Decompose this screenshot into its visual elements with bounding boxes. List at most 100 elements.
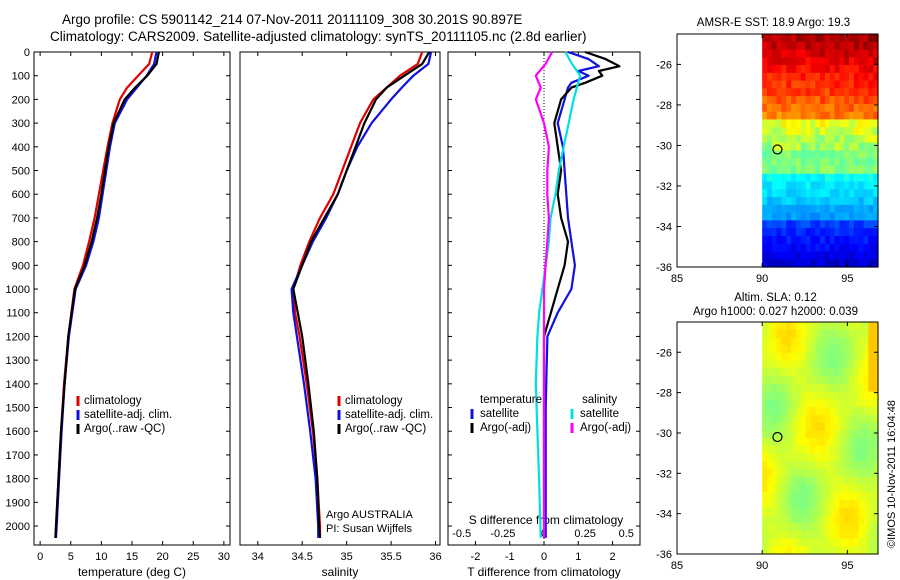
sst-cell <box>800 220 807 229</box>
sst-cell <box>839 197 845 206</box>
sst-cell <box>853 243 860 253</box>
sst-cell <box>858 235 865 245</box>
sst-cell <box>834 189 840 198</box>
sla-cell <box>849 445 855 455</box>
sla-cell <box>762 352 768 362</box>
sst-cell <box>815 251 821 260</box>
sst-cell <box>762 127 768 136</box>
sla-cell <box>853 368 860 377</box>
sst-cell <box>805 166 812 175</box>
sst-cell <box>839 111 845 121</box>
series-line <box>292 51 431 538</box>
sla-cell <box>776 515 783 524</box>
sst-cell <box>791 72 797 82</box>
sla-cell <box>791 492 797 501</box>
sla-cell <box>786 445 792 455</box>
sla-cell <box>800 322 807 331</box>
sla-cell <box>781 445 787 455</box>
sla-cell <box>853 507 860 516</box>
sla-cell <box>839 461 845 470</box>
x-tick-label: 15 <box>126 551 138 563</box>
sst-cell <box>853 119 860 128</box>
sla-cell <box>834 538 840 547</box>
sst-cell <box>834 34 840 43</box>
sst-cell <box>781 173 787 183</box>
y-tick-label: 700 <box>12 213 30 225</box>
sla-cell <box>762 329 768 339</box>
sst-cell <box>844 189 850 198</box>
sst-cell <box>834 181 840 190</box>
sla-cell <box>839 507 845 516</box>
sst-cell <box>815 88 821 97</box>
sla-cell <box>849 484 855 493</box>
sla-cell <box>839 414 845 424</box>
sst-cell <box>795 212 802 221</box>
sst-cell <box>873 243 879 253</box>
sst-cell <box>853 72 860 82</box>
sst-cell <box>776 150 783 159</box>
sst-cell <box>786 134 792 144</box>
sla-cell <box>795 391 802 400</box>
y-tick-label: -36 <box>656 262 672 274</box>
sst-cell <box>762 212 768 221</box>
sla-cell <box>849 391 855 400</box>
legend-label: satellite <box>480 408 519 420</box>
sla-cell <box>762 523 768 532</box>
sla-cell <box>781 345 787 354</box>
sla-cell <box>849 523 855 532</box>
sst-cell <box>795 57 802 66</box>
sst-cell <box>771 150 778 159</box>
sst-cell <box>834 173 840 183</box>
sla-cell <box>776 461 783 470</box>
sla-cell <box>786 538 792 547</box>
sla-cell <box>834 368 840 377</box>
sst-cell <box>786 259 792 268</box>
sst-cell <box>863 181 869 190</box>
x-tick-label: 85 <box>671 273 683 285</box>
sst-cell <box>800 235 807 245</box>
sst-cell <box>863 204 869 214</box>
sst-cell <box>858 103 865 113</box>
sst-cell <box>820 251 826 260</box>
sla-cell <box>839 399 845 408</box>
sst-cell <box>820 127 826 136</box>
sst-cell <box>762 181 768 190</box>
sla-cell <box>781 391 787 400</box>
sla-cell <box>786 438 792 447</box>
sla-cell <box>829 461 836 470</box>
sla-cell <box>853 476 860 485</box>
sla-cell <box>786 322 792 331</box>
sst-cell <box>839 119 845 128</box>
sst-cell <box>781 243 787 253</box>
sst-cell <box>820 259 826 268</box>
sst-cell <box>873 34 879 43</box>
sst-cell <box>771 96 778 105</box>
sst-cell <box>805 34 812 43</box>
sla-cell <box>844 523 850 532</box>
annotation-line: Argo AUSTRALIA <box>326 509 413 521</box>
sst-cell <box>771 41 778 51</box>
y-tick-label: 1500 <box>6 403 30 415</box>
sst-cell <box>873 259 879 268</box>
sla-cell <box>800 453 807 462</box>
sla-cell <box>849 461 855 470</box>
sla-cell <box>776 345 783 354</box>
sla-cell <box>829 484 836 493</box>
sla-cell <box>791 515 797 524</box>
sla-cell <box>791 507 797 516</box>
series-line <box>54 51 158 538</box>
sla-cell <box>786 391 792 400</box>
sst-cell <box>858 127 865 136</box>
sla-cell <box>820 538 826 547</box>
sla-cell <box>762 546 768 555</box>
sla-cell <box>829 422 836 431</box>
sla-cell <box>829 492 836 501</box>
sst-cell <box>786 251 792 260</box>
sst-cell <box>795 49 802 58</box>
sla-cell <box>762 507 768 516</box>
sst-cell <box>844 134 850 144</box>
sla-cell <box>786 461 792 470</box>
sla-cell <box>815 376 821 385</box>
sla-cell <box>810 322 816 331</box>
sst-cell <box>853 181 860 190</box>
